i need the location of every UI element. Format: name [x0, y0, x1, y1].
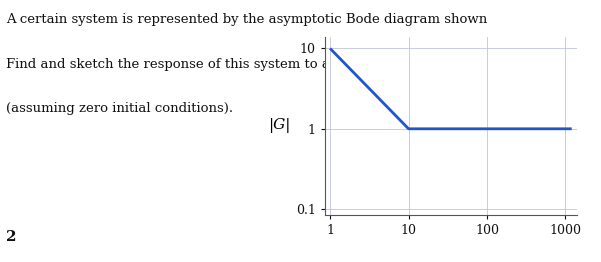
Text: |G|: |G| — [268, 118, 290, 133]
Text: A certain system is represented by the asymptotic Bode diagram shown: A certain system is represented by the a… — [6, 13, 487, 26]
Text: (assuming zero initial conditions).: (assuming zero initial conditions). — [6, 102, 233, 115]
Text: 2: 2 — [6, 230, 16, 244]
Text: Find and sketch the response of this system to a unit step input: Find and sketch the response of this sys… — [6, 58, 432, 71]
